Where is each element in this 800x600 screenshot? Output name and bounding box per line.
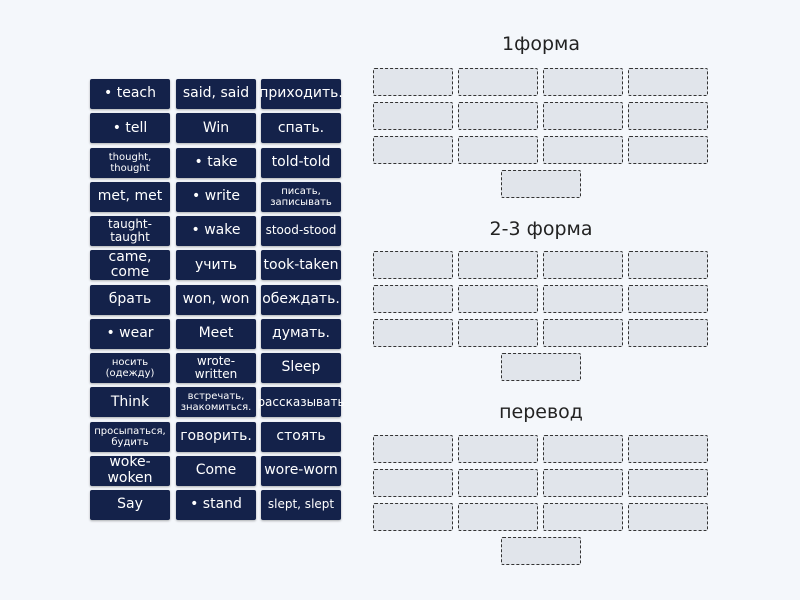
word-tile[interactable]: Think <box>90 387 170 418</box>
drop-slot[interactable] <box>628 503 708 531</box>
drop-slot[interactable] <box>628 136 708 164</box>
word-tile[interactable]: Sleep <box>261 353 341 383</box>
group-title: 2-3 форма <box>489 218 593 240</box>
word-tile[interactable]: • stand <box>176 490 256 520</box>
word-tile[interactable]: wore-worn <box>261 455 341 486</box>
drop-slot[interactable] <box>628 285 708 313</box>
word-tile[interactable]: обеждать. <box>261 284 341 315</box>
word-tile[interactable]: Meet <box>176 318 256 349</box>
word-tile[interactable]: slept, slept <box>261 490 341 520</box>
drop-slot[interactable] <box>628 68 708 96</box>
drop-slot[interactable] <box>458 136 538 164</box>
drop-slot[interactable] <box>628 251 708 279</box>
word-tile[interactable]: told-told <box>261 147 341 178</box>
word-tile[interactable]: Come <box>176 455 256 486</box>
word-tile[interactable]: думать. <box>261 318 341 349</box>
drop-slot[interactable] <box>543 469 623 497</box>
drop-slot[interactable] <box>458 102 538 130</box>
drop-slot[interactable] <box>543 251 623 279</box>
drop-slot[interactable] <box>373 68 453 96</box>
word-tile[interactable]: рассказывать <box>257 387 345 418</box>
drop-slot[interactable] <box>628 469 708 497</box>
drop-slot[interactable] <box>501 537 581 565</box>
word-tile[interactable]: wrote-written <box>176 353 256 383</box>
drop-slot[interactable] <box>543 136 623 164</box>
drop-slot[interactable] <box>458 285 538 313</box>
word-tile[interactable]: стоять <box>261 421 341 452</box>
word-tile[interactable]: спать. <box>261 113 341 144</box>
word-tile[interactable]: woke-woken <box>90 455 170 486</box>
drop-slot[interactable] <box>373 469 453 497</box>
word-tile[interactable]: took-taken <box>261 250 341 281</box>
word-tile[interactable]: встречать, знакомиться. <box>176 387 256 418</box>
word-tile[interactable]: приходить. <box>259 79 343 109</box>
word-tile[interactable]: won, won <box>176 284 256 315</box>
drop-slot[interactable] <box>458 435 538 463</box>
word-tile[interactable]: учить <box>176 250 256 281</box>
drop-slot[interactable] <box>458 251 538 279</box>
drop-slot[interactable] <box>373 136 453 164</box>
drop-slot[interactable] <box>543 68 623 96</box>
word-tile[interactable]: • wear <box>90 318 170 349</box>
word-tile[interactable]: taught-taught <box>90 216 170 246</box>
drop-slot[interactable] <box>458 319 538 347</box>
word-tile[interactable]: Say <box>90 490 170 520</box>
drop-slot[interactable] <box>543 285 623 313</box>
drop-slot[interactable] <box>373 319 453 347</box>
word-tile[interactable]: said, said <box>176 79 256 109</box>
group-title: 1форма <box>502 33 580 55</box>
word-tile[interactable]: • tell <box>90 113 170 144</box>
word-tile[interactable]: Win <box>176 113 256 144</box>
drop-slot[interactable] <box>628 319 708 347</box>
drop-slot[interactable] <box>543 435 623 463</box>
word-tile[interactable]: носить (одежду) <box>90 353 170 383</box>
word-tile[interactable]: просыпаться, будить <box>90 421 170 452</box>
drop-slot[interactable] <box>458 503 538 531</box>
drop-slot[interactable] <box>628 102 708 130</box>
drop-slot[interactable] <box>373 503 453 531</box>
word-tile[interactable]: • teach <box>90 79 170 109</box>
word-tile[interactable]: came, come <box>90 249 170 281</box>
drop-slot[interactable] <box>501 353 581 381</box>
drop-slot[interactable] <box>458 469 538 497</box>
drop-slot[interactable] <box>373 102 453 130</box>
drop-slot[interactable] <box>543 319 623 347</box>
drop-slot[interactable] <box>628 435 708 463</box>
word-tile[interactable]: • write <box>176 181 256 212</box>
group-title: перевод <box>499 401 583 423</box>
drop-slot[interactable] <box>373 251 453 279</box>
word-tile[interactable]: брать <box>90 284 170 315</box>
word-tile[interactable]: met, met <box>90 181 170 212</box>
word-tile[interactable]: говорить. <box>176 421 256 452</box>
drop-slot[interactable] <box>543 503 623 531</box>
drop-slot[interactable] <box>458 68 538 96</box>
drop-slot[interactable] <box>373 435 453 463</box>
word-tile[interactable]: stood-stood <box>261 216 341 246</box>
word-tile[interactable]: писать, записывать <box>261 181 341 212</box>
word-tile[interactable]: • take <box>176 147 256 178</box>
drop-slot[interactable] <box>501 170 581 198</box>
word-tile[interactable]: thought, thought <box>90 147 170 178</box>
word-tile[interactable]: • wake <box>176 216 256 246</box>
drop-slot[interactable] <box>373 285 453 313</box>
drop-slot[interactable] <box>543 102 623 130</box>
